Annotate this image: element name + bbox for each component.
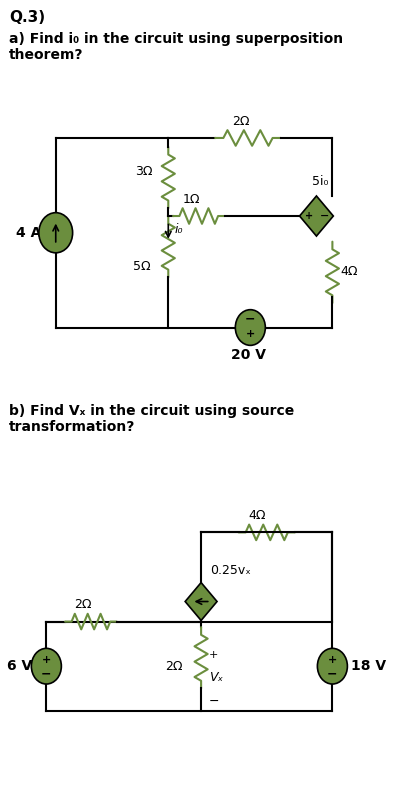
Circle shape [31,649,61,684]
Circle shape [235,310,265,346]
Text: +: + [305,211,313,221]
Text: −: − [208,695,219,708]
Text: 6 V: 6 V [7,659,32,673]
Text: 4Ω: 4Ω [248,509,266,522]
Circle shape [39,213,73,253]
Text: +: + [328,655,337,665]
Text: 4Ω: 4Ω [340,266,357,278]
Text: i₀: i₀ [175,223,183,236]
Text: 2Ω: 2Ω [166,660,183,672]
Text: 2Ω: 2Ω [232,114,249,128]
Text: a) Find i₀ in the circuit using superposition
theorem?: a) Find i₀ in the circuit using superpos… [9,32,343,62]
Text: 5Ω: 5Ω [133,259,150,273]
Text: 2Ω: 2Ω [75,598,92,611]
Text: 4 A: 4 A [16,226,42,239]
Text: 5i₀: 5i₀ [312,174,328,188]
Text: +: + [42,655,51,665]
Text: Q.3): Q.3) [9,10,45,25]
Text: 18 V: 18 V [351,659,386,673]
Text: 0.25vₓ: 0.25vₓ [211,564,251,577]
Text: −: − [41,668,52,680]
Text: 1Ω: 1Ω [182,193,200,205]
Polygon shape [185,583,217,620]
Text: −: − [245,313,256,326]
Text: Vₓ: Vₓ [208,671,223,684]
Text: +: + [208,650,218,660]
Text: 20 V: 20 V [231,348,266,362]
Circle shape [317,649,347,684]
Text: 3Ω: 3Ω [136,165,153,178]
Text: +: + [246,329,255,339]
Text: −: − [327,668,338,680]
Text: −: − [319,211,329,221]
Polygon shape [299,196,333,236]
Text: b) Find Vₓ in the circuit using source
transformation?: b) Find Vₓ in the circuit using source t… [9,404,294,435]
